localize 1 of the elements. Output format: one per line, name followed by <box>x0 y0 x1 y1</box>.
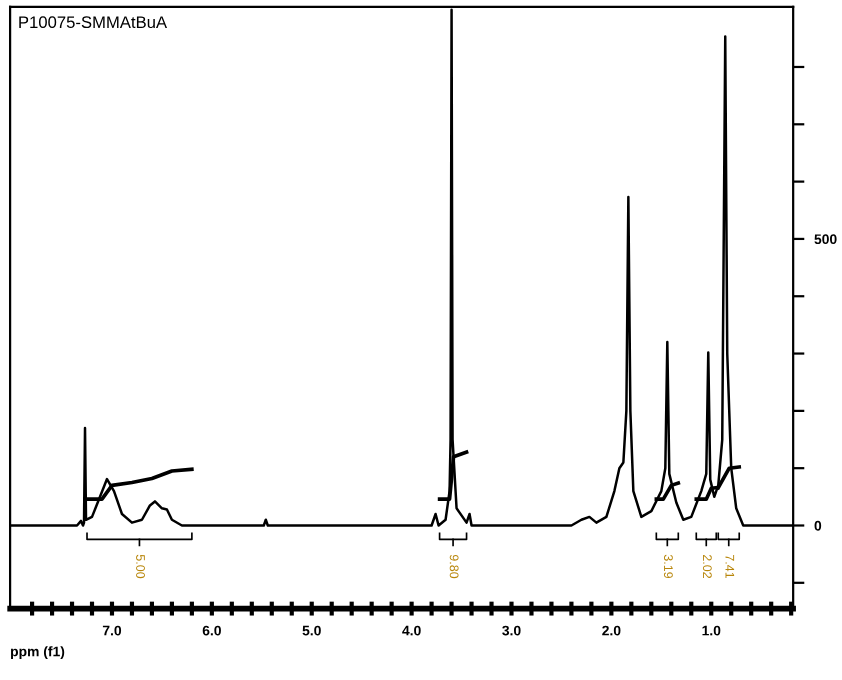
chart-title: P10075-SMMAtBuA <box>19 16 168 29</box>
